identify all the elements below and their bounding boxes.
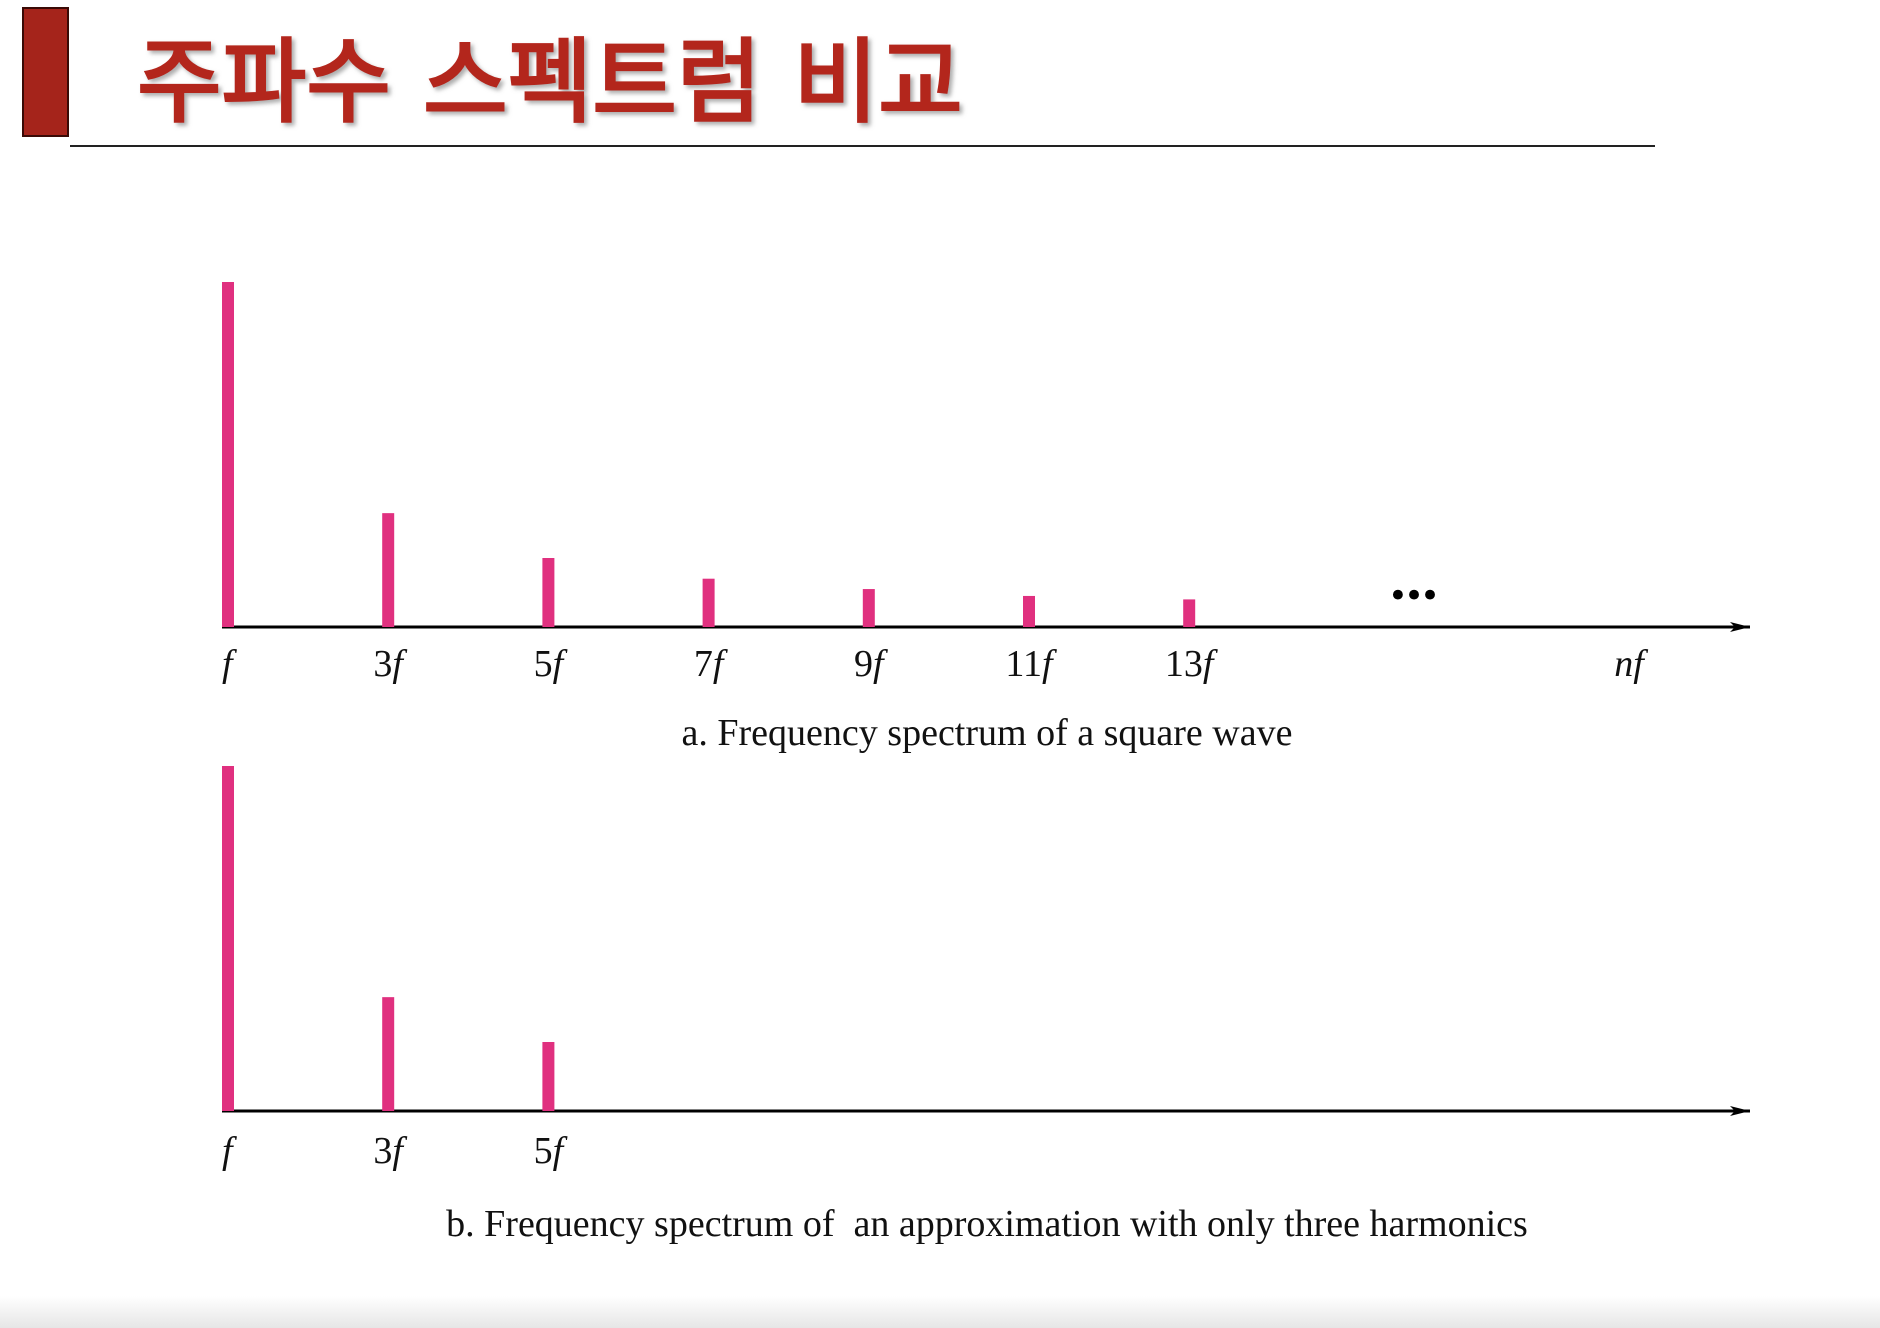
chart-caption: a. Frequency spectrum of a square wave	[682, 712, 1293, 754]
x-tick-label: 13f	[1165, 643, 1218, 685]
x-tick-label: 5f	[534, 1130, 568, 1172]
bar	[1183, 599, 1196, 627]
bar	[542, 1042, 555, 1111]
bar	[862, 589, 875, 627]
bar	[382, 513, 395, 627]
x-tick-label: 9f	[854, 643, 888, 685]
x-tick-label: 5f	[534, 643, 568, 685]
continuation-mark: •••	[1388, 576, 1436, 616]
x-tick-label: 3f	[373, 1130, 407, 1172]
title-marker	[22, 7, 69, 137]
bar	[702, 578, 715, 627]
axis-end-label: nf	[1614, 643, 1648, 685]
bar	[222, 282, 234, 627]
bar	[542, 558, 555, 627]
bar	[222, 766, 234, 1111]
chart-caption: b. Frequency spectrum of an approximatio…	[446, 1203, 1528, 1245]
bar	[1023, 595, 1035, 627]
footer-shade	[0, 1296, 1880, 1328]
x-tick-label: 11f	[1005, 643, 1057, 685]
x-tick-label: 7f	[694, 643, 728, 685]
x-tick-label: f	[222, 1130, 237, 1172]
x-tick-label: 3f	[373, 643, 407, 685]
x-tick-label: f	[222, 643, 237, 685]
bar	[382, 997, 395, 1111]
slide-title: 주파수 스펙트럼 비교	[137, 29, 963, 136]
